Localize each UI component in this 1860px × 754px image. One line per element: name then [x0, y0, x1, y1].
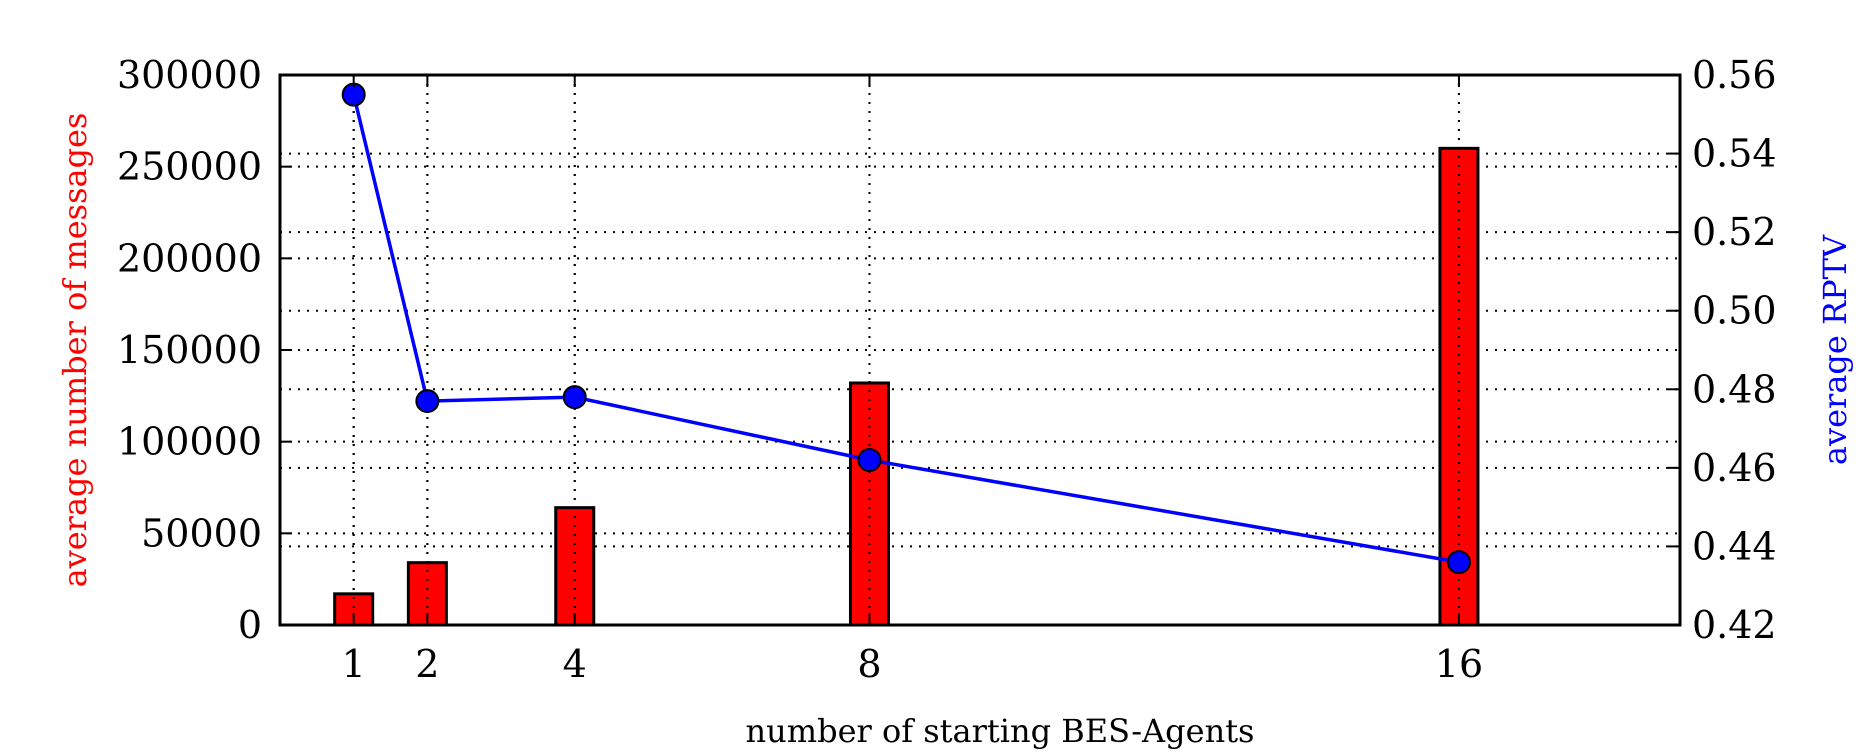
left-tick-label: 100000 — [117, 420, 262, 464]
line-layer — [341, 82, 1471, 575]
left-tick-label: 150000 — [117, 328, 262, 372]
bar-layer — [333, 75, 1480, 627]
x-tick-label: 1 — [342, 642, 366, 686]
left-axis-label: average number of messages — [56, 113, 94, 588]
right-tick-label: 0.50 — [1692, 289, 1777, 333]
right-axis-label: average RPTV — [1816, 234, 1854, 465]
bar — [333, 592, 375, 627]
left-tick-label: 200000 — [117, 236, 262, 280]
right-tick-label: 0.56 — [1692, 53, 1777, 97]
right-tick-label: 0.54 — [1692, 132, 1777, 176]
right-tick-label: 0.42 — [1692, 603, 1777, 647]
left-tick-label: 250000 — [117, 145, 262, 189]
right-tick-label: 0.44 — [1692, 524, 1777, 568]
x-tick-label: 2 — [415, 642, 439, 686]
rptv-point — [1446, 550, 1471, 575]
tick-layer: 0 50000 100000 150000 200000 250000 300000 0.42… — [117, 53, 1777, 686]
rptv-point — [562, 385, 587, 410]
x-tick-label: 8 — [857, 642, 881, 686]
left-tick-label: 0 — [238, 603, 262, 647]
right-tick-label: 0.52 — [1692, 210, 1777, 254]
x-tick-label: 16 — [1435, 642, 1483, 686]
right-tick-label: 0.46 — [1692, 446, 1777, 490]
right-tick-label: 0.48 — [1692, 367, 1777, 411]
x-axis-label: number of starting BES-Agents — [746, 712, 1255, 750]
bar — [848, 381, 890, 627]
rptv-line — [351, 94, 1460, 564]
left-tick-label: 50000 — [141, 511, 262, 555]
x-tick-label: 4 — [563, 642, 587, 686]
bar — [554, 506, 596, 627]
left-tick-label: 300000 — [117, 53, 262, 97]
rptv-point — [415, 389, 440, 414]
rptv-point — [857, 448, 882, 472]
